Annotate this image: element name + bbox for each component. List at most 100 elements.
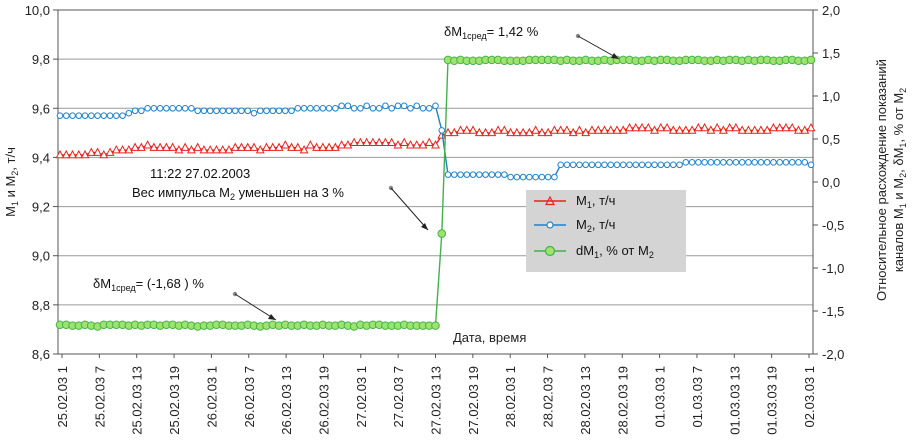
data-point (606, 125, 616, 134)
data-point (643, 122, 653, 132)
legend-swatch-m2-marker (546, 221, 554, 229)
x-tick-label: 27.02.03 1 (354, 366, 369, 427)
data-point (499, 125, 509, 134)
annotation-event: 11:22 27.02.2003 Вес импульса M2 уменьше… (132, 166, 429, 231)
data-point (474, 127, 484, 137)
data-point (131, 107, 139, 115)
annotation-event-arrowhead (421, 223, 428, 230)
annotation-dm-high-label: δM1сред= 1,42 % (444, 24, 539, 41)
data-point (637, 122, 647, 132)
data-point (776, 159, 784, 166)
data-point (712, 122, 722, 132)
data-point (513, 173, 521, 181)
data-point (713, 159, 721, 166)
series-2 (56, 102, 815, 181)
data-point (700, 122, 710, 132)
data-point (607, 161, 615, 169)
data-point (130, 142, 140, 151)
left-tick-label: 9,0 (32, 249, 50, 264)
legend-swatch-dm-marker (544, 245, 556, 257)
data-point (449, 127, 459, 137)
data-point (124, 144, 134, 154)
data-point (294, 104, 302, 112)
data-point (125, 109, 133, 117)
data-point (219, 107, 227, 115)
x-tick-label: 25.02.03 7 (92, 366, 107, 427)
data-point (568, 127, 578, 137)
data-point (644, 161, 652, 169)
data-point (431, 321, 440, 330)
data-point (619, 161, 627, 169)
annotation-dm-low-label: δM1сред= (-1,68 ) % (93, 276, 204, 293)
left-tick-label: 10,0 (25, 3, 50, 18)
data-point (581, 127, 591, 137)
annotation-dm-high-arrow (577, 35, 620, 60)
data-point (200, 107, 208, 115)
left-tick-label: 9,8 (32, 52, 50, 67)
annotation-dm-low-arrow (234, 293, 277, 321)
data-point (737, 125, 747, 134)
data-point (355, 137, 365, 146)
data-point (213, 107, 220, 115)
data-point (650, 125, 659, 134)
data-point (313, 104, 320, 112)
right-tick-label: -1,0 (822, 261, 844, 276)
data-point (143, 140, 153, 149)
right-tick-label: 0,0 (822, 175, 840, 190)
data-point (382, 102, 389, 110)
data-point (268, 142, 278, 151)
left-tick-label: 8,6 (32, 347, 50, 362)
data-point (476, 171, 483, 178)
data-point (350, 104, 358, 112)
data-point (512, 127, 522, 137)
right-tick-label: 0,5 (822, 132, 840, 147)
x-tick-label: 28.02.03 7 (541, 366, 556, 427)
data-point (93, 147, 102, 156)
data-point (549, 125, 559, 134)
data-point (375, 104, 383, 112)
left-axis-ticks: 8,6 8,8 9,0 9,2 9,4 9,6 9,8 10,0 (25, 3, 58, 362)
data-point (443, 127, 453, 137)
data-point (756, 125, 766, 134)
data-point (638, 161, 646, 169)
data-point (87, 112, 95, 119)
data-point (494, 171, 502, 178)
data-point (199, 144, 209, 154)
data-point (519, 173, 527, 181)
legend-swatch-m1-marker (545, 195, 555, 206)
data-point (507, 173, 514, 181)
data-point (424, 137, 434, 146)
data-point (593, 125, 603, 134)
x-tick-label: 02.03.03 1 (802, 366, 817, 427)
data-point (432, 102, 439, 110)
data-point (406, 140, 415, 149)
data-point (531, 125, 541, 134)
data-point (506, 127, 516, 137)
x-tick-label: 27.02.03 13 (429, 366, 444, 435)
data-point (149, 142, 159, 151)
x-tick-label: 27.02.03 7 (391, 366, 406, 427)
x-tick-label: 01.03.03 13 (727, 366, 742, 435)
data-point (61, 149, 71, 159)
data-point (224, 144, 234, 154)
data-point (307, 104, 314, 112)
data-point (262, 142, 271, 151)
data-point (75, 112, 83, 119)
data-point (657, 161, 665, 169)
right-tick-label: -2,0 (822, 347, 844, 362)
data-point (656, 122, 666, 132)
data-point (588, 161, 596, 169)
data-point (738, 159, 746, 166)
x-tick-label: 28.02.03 19 (615, 366, 630, 435)
data-point (576, 161, 583, 169)
data-point (781, 122, 791, 132)
data-point (601, 161, 608, 169)
data-point (806, 55, 816, 65)
data-point (625, 122, 634, 132)
data-point (357, 104, 364, 112)
data-point (524, 127, 534, 137)
data-point (113, 112, 120, 119)
series-3 (55, 55, 816, 331)
data-point (463, 171, 471, 178)
